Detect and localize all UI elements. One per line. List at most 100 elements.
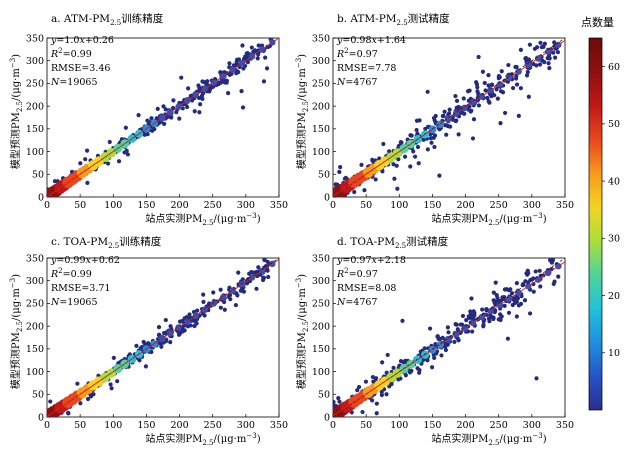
data-point <box>256 43 261 48</box>
data-point <box>208 87 213 92</box>
y-tick-label: 100 <box>26 147 44 158</box>
data-point <box>156 325 162 330</box>
data-point <box>429 140 434 145</box>
data-point <box>370 398 375 403</box>
data-point <box>380 169 385 174</box>
y-axis-title: 模型预测PM2.5/(μg·m−3) <box>295 54 310 169</box>
data-point <box>450 117 456 122</box>
data-point <box>432 355 437 360</box>
data-point <box>505 336 510 341</box>
data-point <box>265 259 270 265</box>
data-point <box>415 144 421 150</box>
data-point <box>456 132 461 137</box>
data-point <box>525 69 530 75</box>
equation-text: y=1.0x+0.26 <box>50 35 114 46</box>
x-tick-label: 200 <box>171 200 189 211</box>
data-point <box>541 44 546 49</box>
data-point <box>373 177 378 182</box>
x-tick-label: 350 <box>270 200 288 211</box>
data-point <box>392 176 397 181</box>
data-point <box>75 381 80 386</box>
colorbar: 点数量 10 20 30 40 50 60 <box>581 16 620 411</box>
x-tick-label: 50 <box>360 420 372 431</box>
data-point <box>511 297 516 302</box>
data-point <box>502 303 507 309</box>
colorbar-scale <box>588 37 603 411</box>
data-point <box>152 127 157 132</box>
data-point <box>471 117 477 122</box>
data-point <box>240 105 246 110</box>
data-point <box>485 95 490 101</box>
data-point <box>180 100 185 106</box>
data-point <box>202 80 207 85</box>
x-axis-title: 站点实测PM2.5/(μg·m−3) <box>431 212 546 227</box>
data-point <box>48 399 53 404</box>
data-point <box>177 116 182 121</box>
colorbar-title: 点数量 <box>581 16 614 29</box>
y-tick-label: 50 <box>32 170 44 181</box>
data-point <box>415 131 420 136</box>
data-point <box>333 182 338 187</box>
data-point <box>516 113 521 118</box>
data-point <box>216 81 221 87</box>
data-point <box>370 158 375 163</box>
x-tick-label: 350 <box>270 420 288 431</box>
r2-text: R2=0.99 <box>50 267 92 280</box>
rmse-text: RMSE=7.78 <box>337 63 396 74</box>
data-point <box>439 353 444 358</box>
data-point <box>145 118 150 123</box>
r2-text: R2=0.97 <box>336 267 378 280</box>
data-point <box>494 293 499 298</box>
data-point <box>115 379 120 384</box>
x-tick-label: 0 <box>330 200 336 211</box>
data-point <box>116 159 122 164</box>
x-tick-label: 100 <box>390 200 408 211</box>
data-point <box>218 305 223 310</box>
data-point <box>249 270 254 275</box>
data-point <box>254 286 259 291</box>
x-tick-label: 100 <box>390 420 408 431</box>
data-point <box>125 152 130 157</box>
data-point <box>476 103 482 108</box>
panel-title: b. ATM-PM2.5测试精度 <box>337 12 450 27</box>
data-point <box>546 61 551 66</box>
data-point <box>107 139 112 145</box>
x-tick-label: 200 <box>171 420 189 431</box>
data-point <box>186 86 191 91</box>
data-point <box>207 301 212 306</box>
data-point <box>502 110 508 116</box>
data-point <box>384 392 389 397</box>
data-point <box>234 59 239 65</box>
data-point <box>233 302 239 308</box>
data-point <box>193 319 198 324</box>
data-point <box>442 109 447 114</box>
data-point <box>465 89 471 94</box>
x-tick-label: 150 <box>137 200 155 211</box>
n-text: N=4767 <box>336 77 377 88</box>
x-tick-label: 300 <box>237 200 255 211</box>
data-point <box>468 312 473 317</box>
panel-title: c. TOA-PM2.5训练精度 <box>51 235 162 250</box>
y-tick-label: 300 <box>312 276 330 287</box>
data-point <box>487 319 492 324</box>
data-point <box>84 148 90 153</box>
x-tick-label: 250 <box>204 200 222 211</box>
data-point <box>356 384 362 390</box>
data-point <box>475 85 480 90</box>
data-point <box>484 312 489 317</box>
colorbar-tick-label: 40 <box>608 176 620 187</box>
y-tick-label: 250 <box>312 79 330 90</box>
data-point <box>391 365 396 371</box>
data-point <box>491 316 496 322</box>
data-point <box>414 127 419 133</box>
y-tick-label: 350 <box>26 253 44 264</box>
plot-frame <box>332 37 566 198</box>
data-point <box>494 87 499 92</box>
data-point <box>179 75 184 80</box>
data-point <box>445 325 450 330</box>
data-point <box>431 135 436 140</box>
data-point <box>168 324 173 329</box>
colorbar-tick-label: 30 <box>608 234 620 245</box>
data-point <box>163 317 168 323</box>
data-point <box>226 294 232 299</box>
